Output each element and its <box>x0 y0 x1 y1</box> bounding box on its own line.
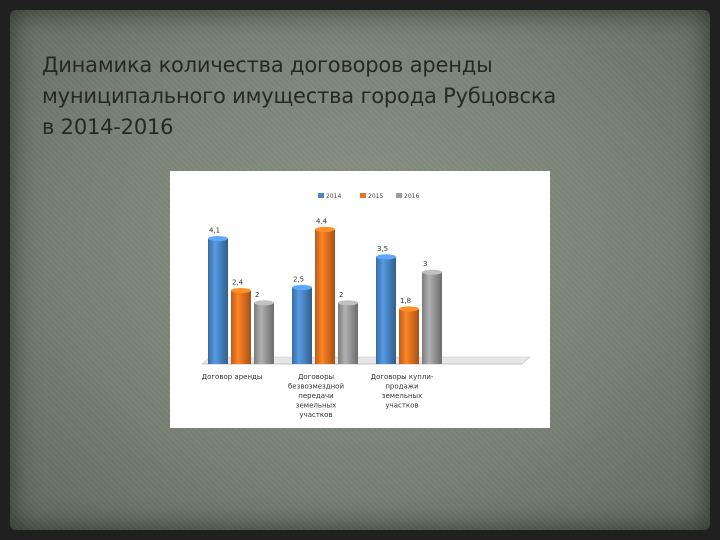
bar-2016-cat1 <box>254 302 274 364</box>
legend-swatch-2015 <box>360 193 366 198</box>
category-label-3-line-3: земельных <box>382 392 422 400</box>
slide-title: Динамика количества договоров аренды мун… <box>42 50 642 143</box>
bar-2014-cat1 <box>208 238 228 364</box>
bar-2014-cat2 <box>292 287 312 364</box>
category-label-1-line-1: Договор аренды <box>202 373 263 381</box>
legend-label-2014: 2014 <box>326 193 341 200</box>
bar-2014-cat3 <box>376 256 396 364</box>
bar-cap-2014-cat2 <box>292 284 312 291</box>
data-label-2014-cat2: 2,5 <box>293 276 304 284</box>
bar-cap-2015-cat1 <box>231 287 251 294</box>
bar-cap-2016-cat2 <box>338 300 358 306</box>
legend-swatch-2014 <box>318 193 324 198</box>
bar-cap-2016-cat3 <box>422 269 442 275</box>
data-label-2015-cat2: 4,4 <box>316 217 328 225</box>
bar-2015-cat1 <box>231 290 251 364</box>
category-label-2-line-5: участков <box>299 411 332 419</box>
bar-cap-2014-cat3 <box>376 254 396 260</box>
bar-cap-2015-cat3 <box>399 306 419 312</box>
category-label-2-line-2: безвозмездной <box>288 383 344 391</box>
bar-cap-2015-cat2 <box>315 226 335 232</box>
category-label-3-line-1: Договоры купли- <box>371 373 434 381</box>
bar-cap-2016-cat1 <box>254 300 274 306</box>
bar-2016-cat3 <box>422 272 442 364</box>
title-line-3: в 2014-2016 <box>42 115 174 139</box>
title-line-1: Динамика количества договоров аренды <box>42 53 493 77</box>
data-label-2015-cat1: 2,4 <box>232 279 244 287</box>
data-label-2014-cat3: 3,5 <box>377 245 388 253</box>
data-label-2015-cat3: 1,8 <box>400 297 411 305</box>
title-line-2: муниципального имущества города Рубцовск… <box>42 84 557 108</box>
bar-2015-cat3 <box>399 308 419 364</box>
legend-label-2016: 2016 <box>404 193 419 200</box>
data-label-2016-cat1: 2 <box>255 291 259 299</box>
legend-label-2015: 2015 <box>368 193 383 200</box>
chart-container: 2014 2015 2016 4,1 2,4 2 2,5 4,4 2 3,5 1,8 3 Договор… <box>170 171 550 428</box>
bar-2016-cat2 <box>338 302 358 364</box>
data-label-2014-cat1: 4,1 <box>209 227 220 235</box>
category-label-3-line-2: продажи <box>385 383 418 391</box>
bar-chart: 2014 2015 2016 4,1 2,4 2 2,5 4,4 2 3,5 1,8 3 Договор… <box>201 193 531 419</box>
data-label-2016-cat3: 3 <box>423 260 427 268</box>
bar-cap-2014-cat1 <box>208 235 228 242</box>
legend-swatch-2016 <box>396 193 402 198</box>
category-label-3-line-4: участков <box>385 402 418 410</box>
category-label-2-line-4: земельных <box>296 402 336 410</box>
category-label-2-line-1: Договоры <box>298 373 334 381</box>
chart-floor <box>201 356 531 365</box>
data-label-2016-cat2: 2 <box>339 291 343 299</box>
bar-2015-cat2 <box>315 229 335 364</box>
category-label-2-line-3: передачи <box>298 392 333 400</box>
